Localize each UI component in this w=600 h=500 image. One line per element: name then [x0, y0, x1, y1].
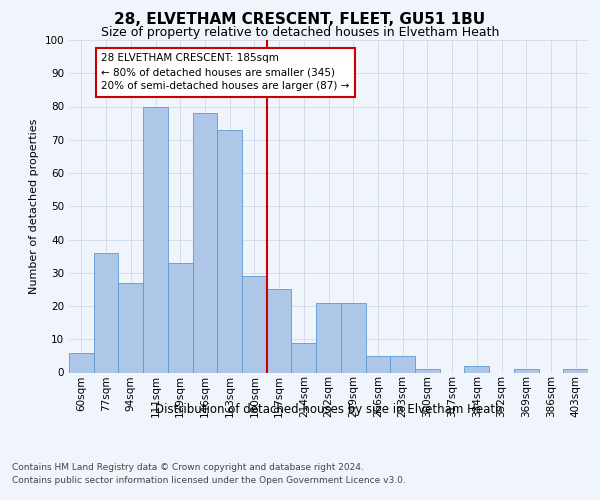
- Text: 28 ELVETHAM CRESCENT: 185sqm
← 80% of detached houses are smaller (345)
20% of s: 28 ELVETHAM CRESCENT: 185sqm ← 80% of de…: [101, 54, 350, 92]
- Bar: [464, 366, 489, 372]
- Bar: [563, 369, 588, 372]
- Bar: [168, 263, 193, 372]
- Bar: [390, 356, 415, 372]
- Bar: [292, 342, 316, 372]
- Bar: [118, 282, 143, 372]
- Y-axis label: Number of detached properties: Number of detached properties: [29, 118, 39, 294]
- Text: Distribution of detached houses by size in Elvetham Heath: Distribution of detached houses by size …: [155, 402, 503, 415]
- Bar: [514, 369, 539, 372]
- Bar: [94, 253, 118, 372]
- Bar: [242, 276, 267, 372]
- Text: Contains public sector information licensed under the Open Government Licence v3: Contains public sector information licen…: [12, 476, 406, 485]
- Text: Contains HM Land Registry data © Crown copyright and database right 2024.: Contains HM Land Registry data © Crown c…: [12, 464, 364, 472]
- Bar: [365, 356, 390, 372]
- Bar: [193, 113, 217, 372]
- Bar: [69, 352, 94, 372]
- Bar: [217, 130, 242, 372]
- Text: Size of property relative to detached houses in Elvetham Heath: Size of property relative to detached ho…: [101, 26, 499, 39]
- Bar: [415, 369, 440, 372]
- Text: 28, ELVETHAM CRESCENT, FLEET, GU51 1BU: 28, ELVETHAM CRESCENT, FLEET, GU51 1BU: [115, 12, 485, 28]
- Bar: [316, 302, 341, 372]
- Bar: [143, 106, 168, 372]
- Bar: [341, 302, 365, 372]
- Bar: [267, 290, 292, 372]
